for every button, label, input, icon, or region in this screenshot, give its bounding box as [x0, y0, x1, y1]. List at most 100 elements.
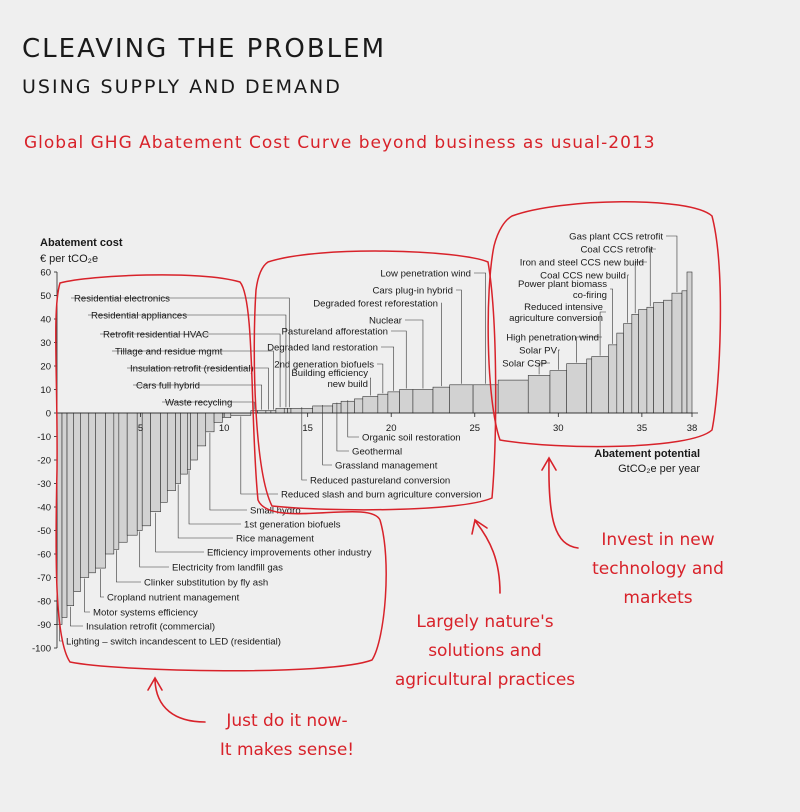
- leader-line-32: [301, 407, 307, 481]
- bar-8: [113, 412, 120, 550]
- x-tick-label-15: 15: [302, 423, 313, 434]
- bar-39: [387, 391, 400, 414]
- bar-23: [222, 412, 232, 418]
- region-outline-middle: [253, 250, 497, 511]
- bar-22: [213, 412, 223, 423]
- leader-line-50: [599, 311, 606, 356]
- lever-label-28: Tillage and residue mgmt: [115, 347, 223, 358]
- bar-31: [287, 407, 292, 414]
- bar-2: [66, 412, 75, 606]
- bar-20: [197, 412, 207, 447]
- arrow-left: [147, 676, 206, 723]
- lever-label-35: Organic soil restoration: [362, 433, 461, 444]
- lever-label-39: Degraded land restoration: [267, 343, 378, 354]
- bar-36: [354, 398, 364, 414]
- bar-61: [686, 271, 693, 414]
- leader-line-2: [70, 606, 83, 627]
- page-subtitle: USING SUPPLY AND DEMAND: [22, 76, 342, 98]
- x-tick-label-20: 20: [386, 423, 397, 434]
- y-tick-label--20: -20: [37, 456, 51, 467]
- bar-29: [275, 407, 285, 414]
- lever-label-4: Motor systems efficiency: [93, 608, 198, 619]
- bar-18: [187, 412, 191, 470]
- leader-line-38: [377, 363, 384, 394]
- leader-line-21: [209, 432, 247, 511]
- bar-5: [88, 412, 96, 574]
- bar-12: [141, 412, 151, 527]
- note-right-line-2: technology and: [592, 559, 724, 579]
- lever-label-33: Grassland management: [335, 461, 438, 472]
- leader-line-8: [116, 550, 141, 583]
- lever-label-13: Efficiency improvements other industry: [207, 548, 372, 559]
- lever-label-0: Lighting – switch incandescent to LED (r…: [66, 637, 281, 648]
- y-tick-label-30: 30: [40, 338, 51, 349]
- lever-label-44: Low penetration wind: [380, 269, 471, 280]
- lever-label-38: 2nd generation biofuels: [274, 360, 374, 371]
- leader-line-35: [347, 400, 359, 438]
- x-tick-label-10: 10: [219, 423, 230, 434]
- x-tick-label-25: 25: [469, 423, 480, 434]
- leader-line-30: [88, 314, 287, 408]
- leader-line-41: [405, 319, 424, 389]
- lever-label-50-line-1: agriculture conversion: [509, 313, 603, 324]
- lever-label-51: Power plant biomass co-firing: [518, 279, 607, 301]
- y-tick-label-40: 40: [40, 315, 51, 326]
- lever-label-34: Geothermal: [352, 447, 402, 458]
- y-axis-title: Abatement cost: [40, 237, 123, 249]
- lever-label-50: Reduced intensive agriculture conversion: [509, 302, 603, 324]
- leader-line-11: [139, 531, 169, 568]
- y-tick-label-20: 20: [40, 362, 51, 373]
- leader-line-28: [112, 350, 274, 410]
- bar-17: [180, 412, 188, 475]
- region-outline-right: [487, 201, 722, 448]
- arrow-middle: [471, 518, 501, 594]
- lever-label-40: Pastureland afforestation: [282, 327, 389, 338]
- leader-line-47: [558, 349, 560, 370]
- bar-55: [638, 309, 648, 414]
- bar-3: [73, 412, 81, 592]
- y-tick-label--10: -10: [37, 432, 51, 443]
- bar-47: [549, 370, 567, 414]
- bar-6: [95, 412, 106, 569]
- x-tick-label-30: 30: [553, 423, 564, 434]
- leader-line-54: [634, 261, 647, 314]
- lever-label-37-line-1: new build: [327, 379, 368, 390]
- bar-42: [432, 386, 450, 414]
- bar-46: [527, 375, 551, 414]
- lever-label-47: Solar PV: [519, 346, 557, 357]
- lever-label-37-line-0: Building efficiency: [291, 368, 368, 379]
- leader-line-46: [538, 362, 550, 375]
- lever-label-6: Cropland nutrient management: [107, 593, 240, 604]
- lever-label-29: Retrofit residential HVAC: [103, 330, 209, 341]
- bar-44: [472, 384, 499, 414]
- leader-line-48: [576, 336, 602, 363]
- lever-label-54: Iron and steel CCS new build: [520, 258, 644, 269]
- bar-52: [616, 332, 624, 414]
- leader-line-18: [188, 470, 241, 525]
- y-tick-label-0: 0: [46, 409, 51, 420]
- bar-13: [150, 412, 161, 512]
- lever-label-18: 1st generation biofuels: [244, 520, 341, 531]
- leader-line-33: [322, 404, 332, 466]
- bar-7: [105, 412, 115, 555]
- note-right-line-3: markets: [623, 588, 693, 608]
- y-tick-label-60: 60: [40, 268, 51, 279]
- leader-line-43: [456, 289, 462, 384]
- lever-label-42: Degraded forest reforestation: [313, 299, 438, 310]
- bar-9: [118, 412, 128, 543]
- y-tick-label-50: 50: [40, 291, 51, 302]
- lever-label-51-line-0: Power plant biomass: [518, 279, 607, 290]
- bar-58: [663, 299, 673, 414]
- bar-37: [362, 396, 379, 414]
- note-left-line-2: It makes sense!: [219, 740, 355, 760]
- bar-48: [566, 363, 588, 414]
- leader-line-40: [391, 330, 407, 389]
- leader-line-39: [381, 346, 395, 391]
- y-tick-label--70: -70: [37, 573, 51, 584]
- lever-label-51-line-1: co-firing: [573, 290, 607, 301]
- x-axis-title: Abatement potential: [594, 448, 700, 460]
- bar-1: [61, 412, 68, 618]
- bar-38: [377, 393, 389, 414]
- y-tick-label--80: -80: [37, 597, 51, 608]
